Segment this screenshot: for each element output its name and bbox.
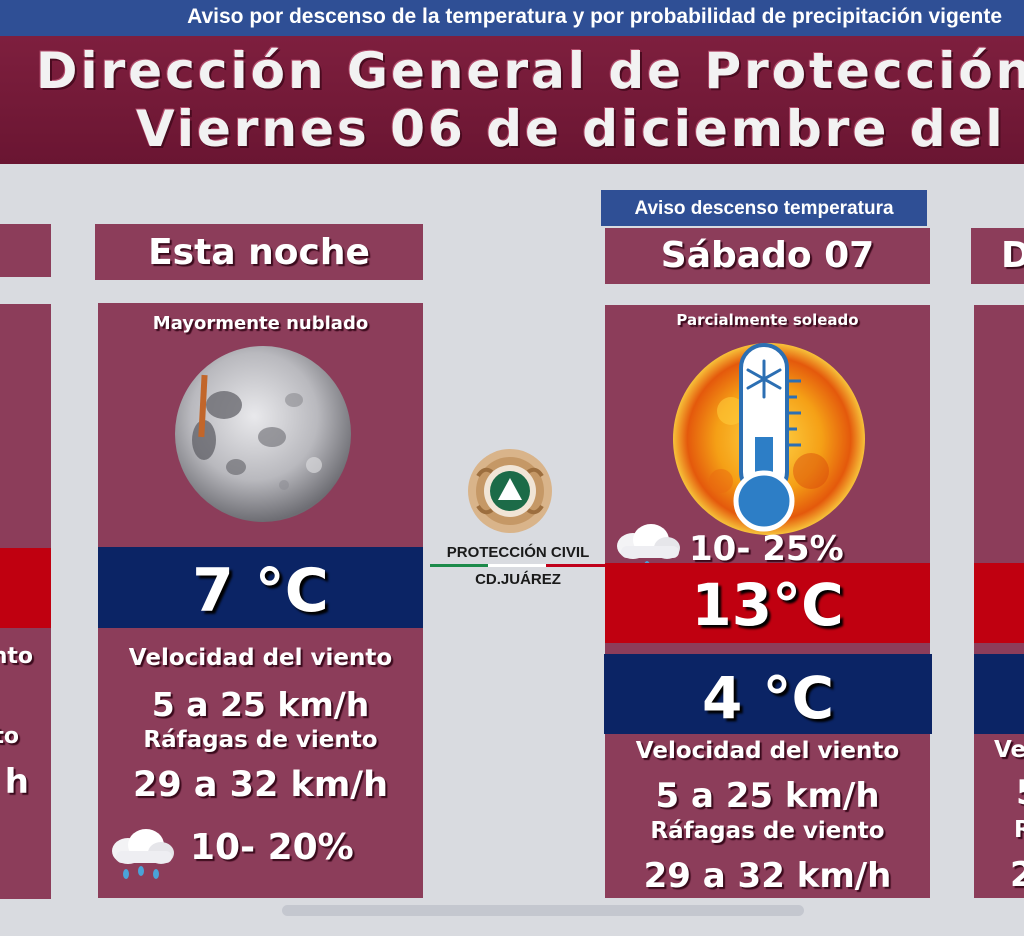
esta-noche-title-box: Esta noche — [95, 224, 423, 280]
esta-noche-gust-label: Ráfagas de viento — [143, 727, 378, 753]
logo-text-line2: CD.JUÁREZ — [475, 571, 561, 588]
logo-flag-line — [430, 564, 606, 567]
left-temp-band — [0, 548, 51, 628]
esta-noche-wind-value: 5 a 25 km/h — [151, 685, 370, 724]
left-day-panel: nto h to h — [0, 304, 51, 899]
left-gust-label: to — [0, 724, 19, 749]
right-day-title: D — [1001, 235, 1024, 276]
sabado-min-temp: 4 °C — [604, 654, 932, 734]
right-day-title-box: D — [971, 228, 1024, 284]
horizontal-scrollbar[interactable] — [282, 905, 804, 916]
right-wind-value: 5 — [1016, 773, 1024, 813]
left-day-label — [0, 224, 51, 277]
page-header: Dirección General de Protección Viernes … — [0, 36, 1024, 164]
sabado-title-box: Sábado 07 — [605, 228, 930, 284]
esta-noche-condition: Mayormente nublado — [152, 313, 369, 334]
esta-noche-temp: 7 °C — [98, 547, 423, 628]
header-title: Dirección General de Protección — [36, 42, 1024, 100]
proteccion-civil-logo — [460, 446, 560, 536]
sabado-max-temp: 13°C — [605, 563, 930, 643]
logo-text-line1: PROTECCIÓN CIVIL — [446, 544, 590, 561]
alert-banner: Aviso por descenso de la temperatura y p… — [0, 0, 1024, 36]
right-gust-label: R — [1014, 817, 1024, 843]
right-min-temp-band — [974, 654, 1024, 734]
sun-thermometer-cold-icon — [671, 341, 867, 537]
header-date: Viernes 06 de diciembre del 2 — [136, 100, 1024, 158]
rain-cloud-icon — [106, 825, 176, 885]
moon-icon — [174, 345, 352, 523]
esta-noche-panel: Mayormente nublado 7 °C Velocidad del — [98, 303, 423, 898]
sabado-precip: 10- 25% — [689, 529, 844, 569]
right-wind-label: Ve — [994, 737, 1024, 763]
temp-drop-alert-badge: Aviso descenso temperatura — [601, 190, 927, 226]
sabado-panel: Parcialmente soleado — [605, 305, 930, 898]
left-gust-value: h — [4, 762, 29, 802]
right-day-panel: Ve 5 R 2 — [974, 305, 1024, 898]
esta-noche-precip: 10- 20% — [190, 827, 354, 868]
sabado-wind-section: Velocidad del viento 5 a 25 km/h Ráfagas… — [605, 734, 930, 898]
sabado-gust-label: Ráfagas de viento — [650, 818, 885, 844]
rain-cloud-icon — [611, 521, 683, 579]
sabado-condition: Parcialmente soleado — [676, 311, 859, 329]
right-max-temp-band — [974, 563, 1024, 643]
esta-noche-wind-label: Velocidad del viento — [128, 645, 393, 671]
right-gust-value: 2 — [1010, 855, 1024, 895]
sabado-wind-value: 5 a 25 km/h — [655, 776, 880, 816]
sabado-wind-label: Velocidad del viento — [635, 738, 900, 764]
sabado-title: Sábado 07 — [660, 235, 875, 276]
left-wind-label: nto — [0, 644, 33, 669]
esta-noche-gust-value: 29 a 32 km/h — [132, 765, 389, 805]
esta-noche-title: Esta noche — [148, 232, 370, 273]
sabado-gust-value: 29 a 32 km/h — [643, 856, 892, 896]
